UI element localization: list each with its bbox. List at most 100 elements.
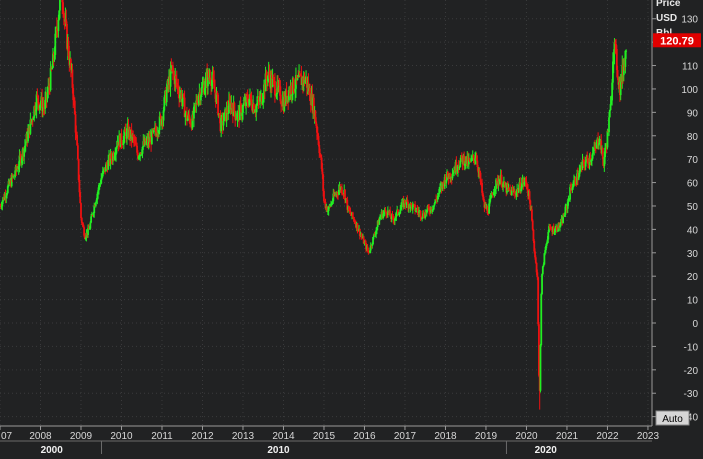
candle-body bbox=[509, 190, 512, 192]
y-tick-label: -10 bbox=[684, 342, 699, 353]
candle-body bbox=[273, 78, 276, 81]
candle-body bbox=[48, 85, 50, 88]
candle-body bbox=[242, 103, 245, 106]
candle-body bbox=[375, 230, 378, 235]
candle-body bbox=[450, 177, 453, 179]
candle-body bbox=[489, 197, 492, 200]
candle-body bbox=[87, 227, 90, 230]
x-tick-label: 2022 bbox=[596, 431, 619, 442]
candle-body bbox=[609, 104, 612, 111]
candle-body bbox=[608, 117, 610, 133]
candle-body bbox=[612, 53, 615, 62]
candle-body bbox=[619, 76, 622, 96]
candle-body bbox=[36, 94, 39, 96]
candle-body bbox=[29, 119, 32, 134]
candle-body bbox=[403, 200, 406, 208]
candle-body bbox=[278, 85, 281, 87]
candle-body bbox=[175, 78, 178, 85]
candle-body bbox=[569, 187, 571, 200]
candle-body bbox=[271, 77, 274, 87]
candle-body bbox=[367, 250, 370, 253]
candle-body bbox=[433, 203, 436, 206]
y-tick-label: 50 bbox=[687, 202, 699, 213]
candle-body bbox=[248, 98, 251, 106]
candle-body bbox=[203, 88, 206, 94]
candle-body bbox=[41, 105, 44, 112]
candle-body bbox=[157, 133, 159, 135]
candle-body bbox=[260, 94, 263, 104]
candle-body bbox=[214, 88, 216, 93]
candle-body bbox=[575, 184, 578, 186]
candle-body bbox=[422, 213, 425, 218]
y-tick-label: 100 bbox=[681, 85, 698, 96]
candle-body bbox=[314, 110, 317, 122]
candle-body bbox=[568, 199, 571, 201]
decade-label: 2000 bbox=[41, 445, 64, 454]
candle-body bbox=[493, 191, 496, 193]
candle-body bbox=[180, 92, 183, 103]
candle-body bbox=[591, 153, 594, 159]
candle-body bbox=[416, 208, 419, 211]
candle-body bbox=[101, 176, 103, 179]
candle-body bbox=[566, 201, 569, 209]
candle-body bbox=[451, 174, 454, 179]
candle-body bbox=[162, 110, 165, 121]
candle-body bbox=[15, 166, 18, 171]
candle-body bbox=[135, 144, 138, 146]
candle-body bbox=[559, 225, 561, 228]
candle-body bbox=[528, 191, 531, 201]
auto-scale-button-bg[interactable] bbox=[655, 410, 690, 426]
candle-body bbox=[326, 210, 329, 212]
candle-body bbox=[110, 153, 113, 159]
auto-scale-button[interactable]: Auto bbox=[655, 410, 690, 426]
candle-body bbox=[295, 75, 297, 89]
y-tick-label: 20 bbox=[687, 272, 699, 283]
candle-body bbox=[337, 189, 340, 195]
candle-body bbox=[307, 82, 310, 92]
candle-body bbox=[294, 88, 297, 92]
candle-body bbox=[182, 94, 185, 98]
candle-body bbox=[400, 202, 403, 208]
candle-body bbox=[12, 175, 15, 178]
candle-body bbox=[174, 75, 177, 85]
candle-body bbox=[83, 227, 86, 236]
candle-body bbox=[74, 114, 77, 133]
candle-body bbox=[586, 156, 589, 160]
candle-body bbox=[73, 100, 76, 115]
candle-body bbox=[564, 206, 567, 215]
candle-body bbox=[132, 134, 135, 137]
candle-body bbox=[483, 200, 486, 208]
candle-body bbox=[33, 106, 36, 118]
x-tick-label: 2009 bbox=[70, 431, 93, 442]
candle-body bbox=[578, 170, 581, 177]
candle-body bbox=[188, 114, 191, 119]
candle-body bbox=[477, 166, 480, 173]
candle-body bbox=[342, 193, 345, 195]
auto-scale-label[interactable]: Auto bbox=[662, 414, 683, 425]
y-tick-label: 110 bbox=[682, 62, 698, 73]
candle-body bbox=[371, 244, 374, 246]
candle-body bbox=[571, 187, 574, 191]
candle-body bbox=[102, 169, 105, 172]
candle-body bbox=[611, 82, 614, 101]
candle-body bbox=[193, 106, 195, 119]
candle-body bbox=[218, 113, 221, 116]
candle-body bbox=[488, 203, 490, 214]
candle-body bbox=[331, 201, 334, 204]
candle-body bbox=[378, 219, 381, 225]
candle-body bbox=[84, 238, 87, 240]
candle-body bbox=[55, 28, 57, 34]
candle-body bbox=[123, 129, 126, 136]
candle-body bbox=[283, 96, 286, 112]
candle-body bbox=[556, 230, 559, 232]
candle-body bbox=[138, 156, 141, 158]
candle-body bbox=[398, 213, 401, 215]
candle-body bbox=[365, 242, 367, 250]
candle-body bbox=[379, 217, 381, 220]
candle-body bbox=[75, 132, 78, 135]
candle-body bbox=[384, 209, 387, 212]
candle-body bbox=[262, 97, 265, 102]
candle-body bbox=[407, 201, 409, 209]
candle-body bbox=[532, 229, 535, 241]
candle-body bbox=[385, 211, 388, 215]
